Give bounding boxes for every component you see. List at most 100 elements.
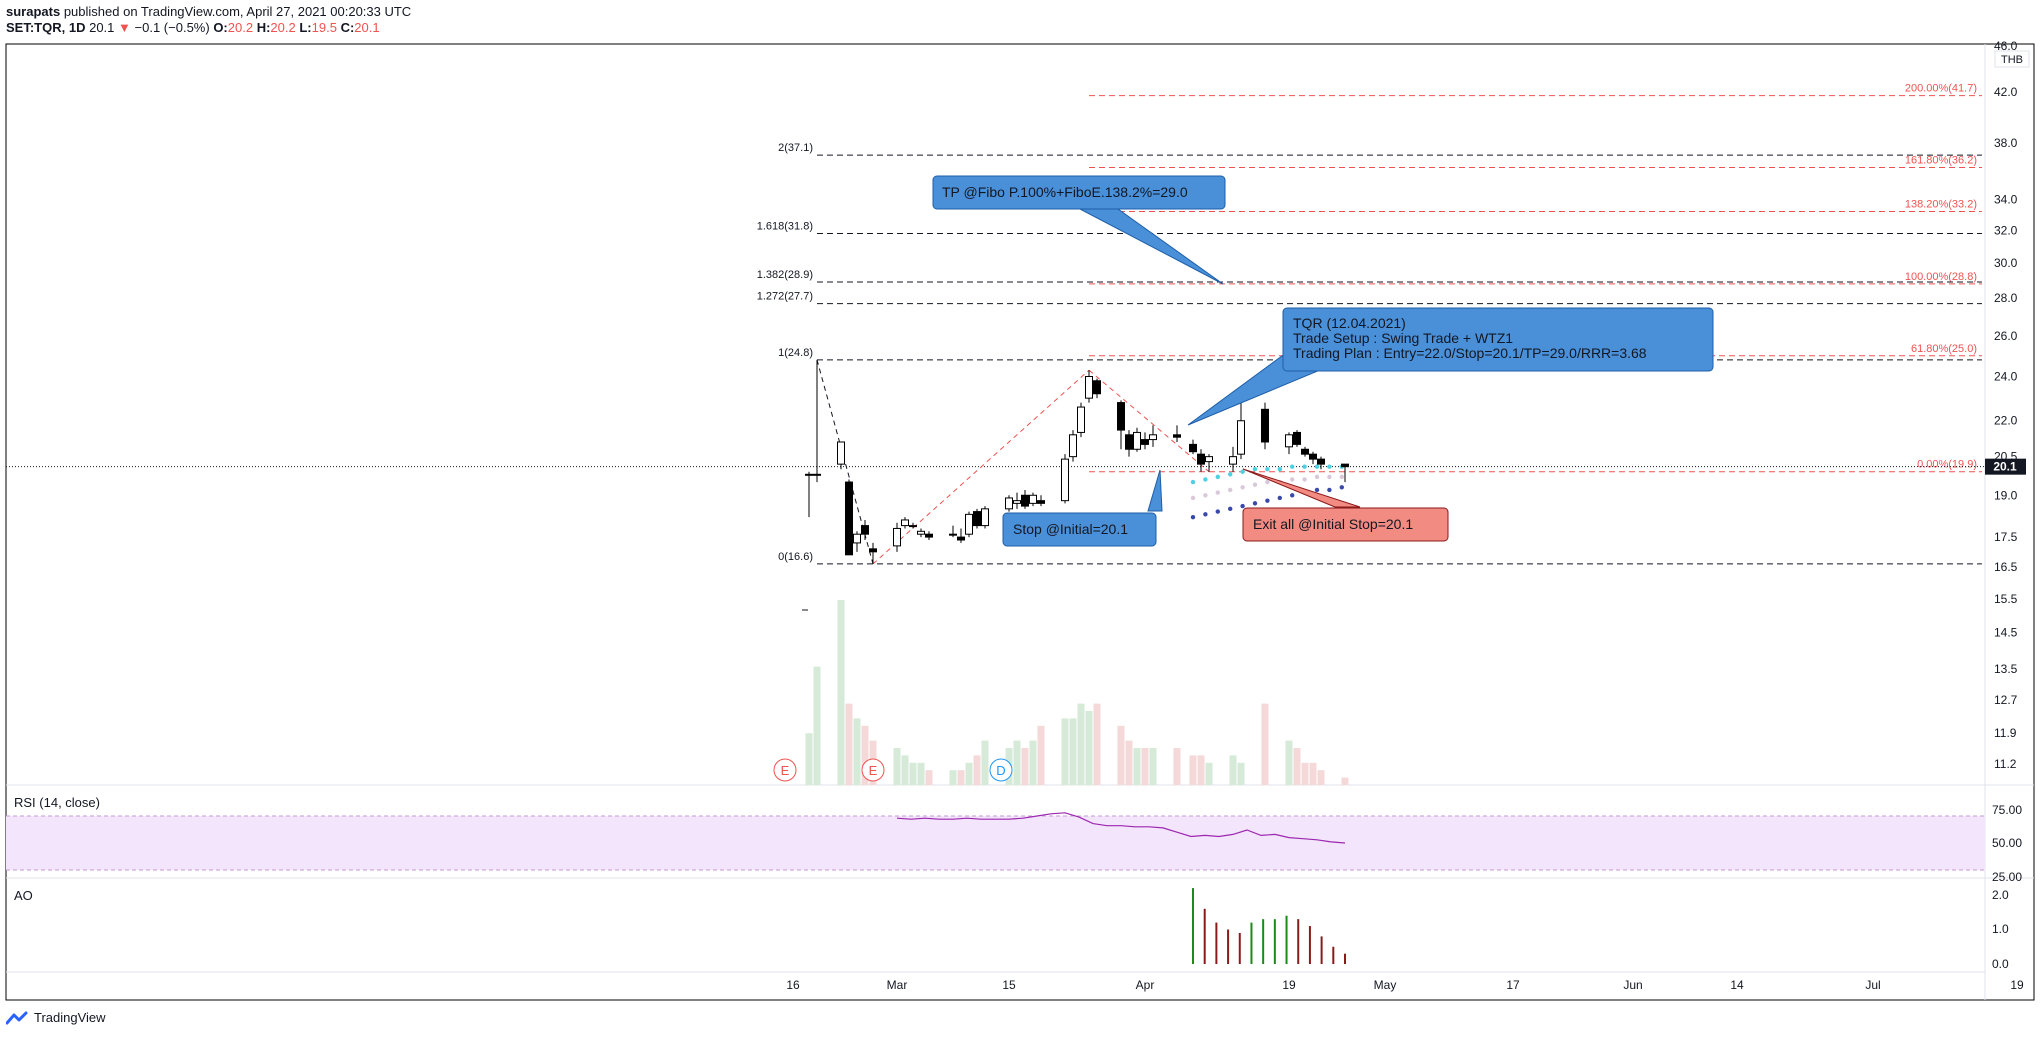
wtz-dot — [1240, 469, 1245, 474]
candle-down — [1189, 443, 1197, 453]
ao-tick-1: 1.0 — [1992, 922, 2009, 936]
candle-up — [917, 530, 925, 535]
volume-bar — [965, 762, 973, 785]
tp-callout[interactable]: TP @Fibo P.100%+FiboE.138.2%=29.0 — [932, 175, 1226, 285]
currency-label: THB — [2001, 54, 2023, 66]
candle-up — [1133, 431, 1141, 450]
wtz-dot — [1314, 474, 1320, 480]
fib-extension-label: 2(37.1) — [778, 142, 813, 154]
author-name[interactable]: surapats — [6, 4, 61, 19]
candle-up — [1229, 456, 1237, 465]
rsi-tick-25: 25.00 — [1992, 870, 2022, 884]
candle-down — [1093, 380, 1101, 395]
fib-retracement-label: 200.00%(41.7) — [1905, 83, 1977, 95]
tp-callout-box — [932, 175, 1226, 210]
volume-bar — [845, 703, 853, 785]
wtz-dot — [1290, 464, 1295, 469]
candle-down — [1293, 431, 1301, 445]
candle-up — [837, 441, 845, 465]
candle-up — [893, 527, 901, 547]
candle-down — [1309, 453, 1317, 460]
volume-bar — [1293, 748, 1301, 785]
volume-bar — [1261, 703, 1269, 785]
price-tick-label: 22.0 — [1994, 414, 2018, 428]
price-tick-label: 12.7 — [1994, 693, 2018, 707]
rsi-tick-50: 50.00 — [1992, 836, 2022, 850]
exit-callout-pointer — [1242, 468, 1361, 508]
price-tick-label: 28.0 — [1994, 291, 2018, 305]
wtz-dot — [1302, 464, 1307, 469]
open-label: O: — [213, 20, 228, 35]
wtz-dot — [1290, 477, 1295, 482]
high-label: H: — [256, 20, 271, 35]
time-axis[interactable]: 16Mar15Apr19May17Jun14Jul19Aug — [786, 978, 2041, 992]
price-tick-label: 42.0 — [1994, 85, 2018, 99]
retracement-swing-down-line — [1088, 369, 1210, 473]
candle-down — [973, 511, 981, 527]
price-tick-label: 17.5 — [1994, 530, 2018, 544]
volume-bar — [1285, 740, 1293, 785]
last-price: 20.1 — [89, 20, 115, 35]
volume-bar — [1309, 762, 1317, 785]
fib-retracement-label: 138.20%(33.2) — [1905, 199, 1977, 211]
volume-bar — [1133, 748, 1141, 785]
volume-bar — [1149, 748, 1157, 785]
stop-callout[interactable]: Stop @Initial=20.1 — [1002, 469, 1163, 547]
volume-bar — [1189, 755, 1197, 785]
event-marker-letter: D — [996, 763, 1005, 778]
fib-extension-label: 1.618(31.8) — [757, 220, 813, 232]
volume-bar — [1237, 762, 1245, 785]
volume-bar — [1301, 762, 1309, 785]
wtz-dot — [1314, 487, 1320, 493]
volume-bar — [1229, 755, 1237, 785]
exit-callout[interactable]: Exit all @Initial Stop=20.1 — [1242, 468, 1449, 542]
footer[interactable]: TradingView — [6, 1010, 106, 1025]
ao-pane[interactable]: AO 2.0 1.0 0.0 — [14, 888, 2009, 971]
volume-bar — [973, 755, 981, 785]
dividend-event-icon — [989, 758, 1013, 782]
candle-down — [1117, 402, 1125, 431]
candle-down — [1341, 463, 1349, 468]
volume-bar — [1061, 718, 1069, 785]
wtz-dot — [1265, 466, 1270, 472]
wtz-dot — [1190, 514, 1196, 520]
chart-header: surapats published on TradingView.com, A… — [6, 4, 411, 36]
candle-up — [1205, 456, 1213, 463]
wtz-dot — [1290, 493, 1295, 498]
candle-up — [1061, 458, 1069, 502]
fib-retracement-label: 0.00%(19.9) — [1917, 459, 1977, 471]
price-tick-label: 11.9 — [1994, 726, 2017, 740]
fib-levels: 200.00%(41.7) 161.80%(36.2) 138.20%(33.2) 1… — [757, 83, 1982, 565]
low-label: L: — [299, 20, 312, 35]
symbol-label[interactable]: SET:TQR, 1D — [6, 20, 86, 35]
candle-down — [845, 481, 853, 556]
price-tick-label: 34.0 — [1994, 192, 2018, 206]
wtz-dot — [1277, 495, 1283, 501]
trade-plan-callout[interactable]: TQR (12.04.2021) Trade Setup : Swing Tra… — [1187, 307, 1714, 426]
wtz-dot — [1203, 512, 1208, 517]
wtz-dot — [1228, 472, 1233, 477]
time-tick-label: 14 — [1730, 978, 1744, 992]
volume-bar — [1077, 703, 1085, 785]
candle-down — [1317, 458, 1325, 465]
down-arrow-icon: ▼ — [118, 20, 131, 35]
candle-down — [1037, 500, 1045, 504]
candle-down — [1141, 439, 1149, 445]
currency-badge[interactable] — [1994, 50, 2030, 68]
event-marker-letter: E — [869, 763, 878, 778]
fib-extension-label: 1.272(27.7) — [757, 291, 813, 303]
wtz-dot — [1327, 474, 1332, 480]
volume-bar — [1037, 725, 1045, 785]
volume-bar — [901, 755, 909, 785]
close-value: 20.1 — [354, 20, 380, 35]
price-tick-label: 30.0 — [1994, 256, 2018, 270]
rsi-pane[interactable]: RSI (14, close) 75.00 50.00 25.00 — [6, 795, 2022, 884]
candles[interactable] — [802, 359, 1349, 611]
candle-up — [1285, 434, 1293, 448]
volume-bar — [1341, 777, 1349, 785]
price-change: −0.1 (−0.5%) — [134, 20, 210, 35]
close-label: C: — [340, 20, 355, 35]
price-axis[interactable]: 46.0 42.0 38.0 34.0 32.0 30.0 28.0 26.0 24.0 22.0… — [1994, 39, 2018, 771]
